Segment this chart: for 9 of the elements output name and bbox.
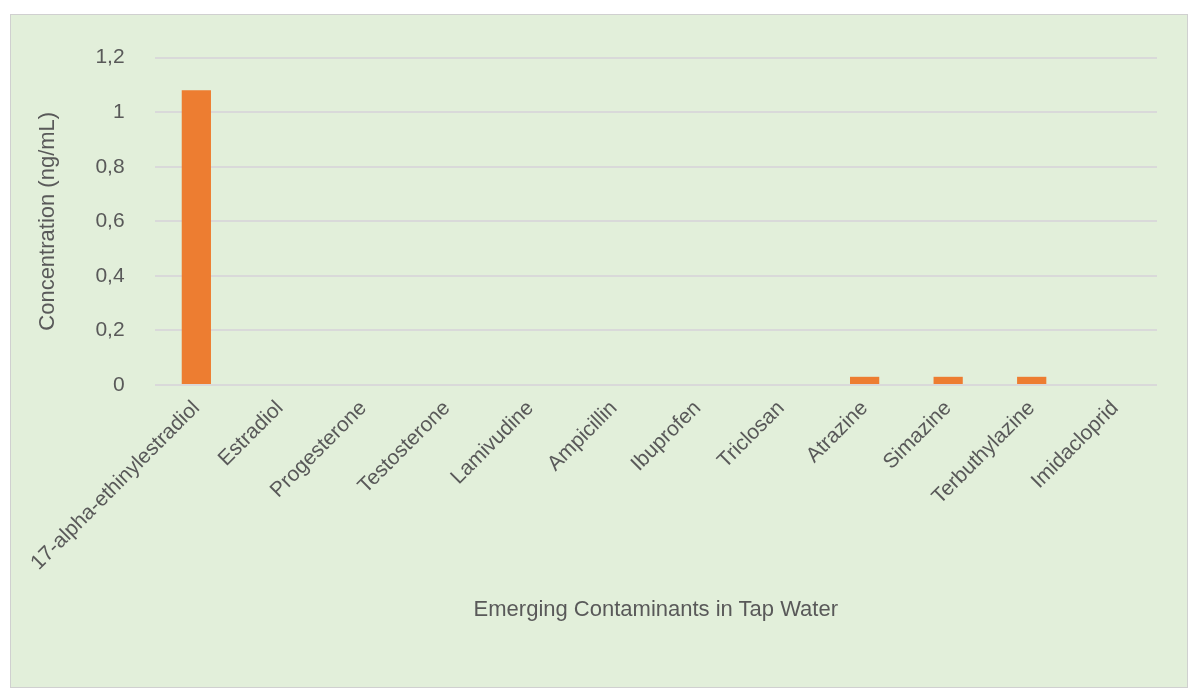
- y-tick-label: 0,4: [95, 262, 125, 286]
- y-tick-label: 0,8: [95, 153, 125, 177]
- x-axis-title: Emerging Contaminants in Tap Water: [473, 595, 838, 621]
- y-tick-label: 1: [112, 98, 125, 122]
- y-tick-label: 1,2: [95, 44, 125, 68]
- y-tick-label: 0,2: [95, 317, 125, 341]
- y-tick-label: 0: [112, 371, 125, 395]
- y-tick-label: 0,6: [95, 208, 125, 232]
- y-axis-title: Concentration (ng/mL): [34, 111, 60, 331]
